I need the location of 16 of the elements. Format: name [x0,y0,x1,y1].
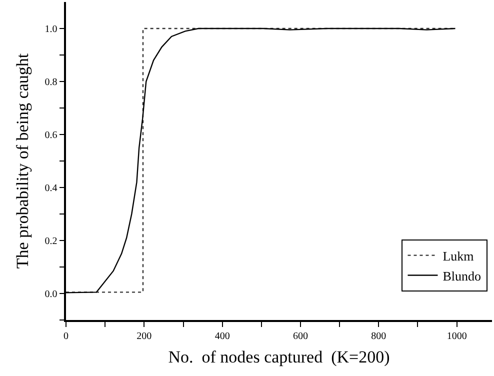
x-tick-label: 1000 [446,330,467,342]
y-tick-label: 0.0 [44,289,58,300]
x-tick-label: 600 [293,330,308,342]
x-tick-label: 200 [136,330,152,342]
legend-label: Blundo [442,268,482,284]
x-tick-label: 400 [214,330,230,342]
x-tick-label: 0 [64,330,68,342]
y-tick-label: 0.6 [44,130,58,141]
x-axis-title: No. of nodes captured (K=200) [168,348,390,367]
y-tick-label: 1.0 [44,24,58,35]
x-tick-label: 800 [371,330,386,342]
legend-label: Lukm [442,248,474,264]
y-tick-label: 0.2 [44,236,58,247]
y-axis-title: The probability of being caught [12,53,32,269]
y-tick-label: 0.4 [44,183,58,194]
y-tick-label: 0.8 [44,77,58,88]
